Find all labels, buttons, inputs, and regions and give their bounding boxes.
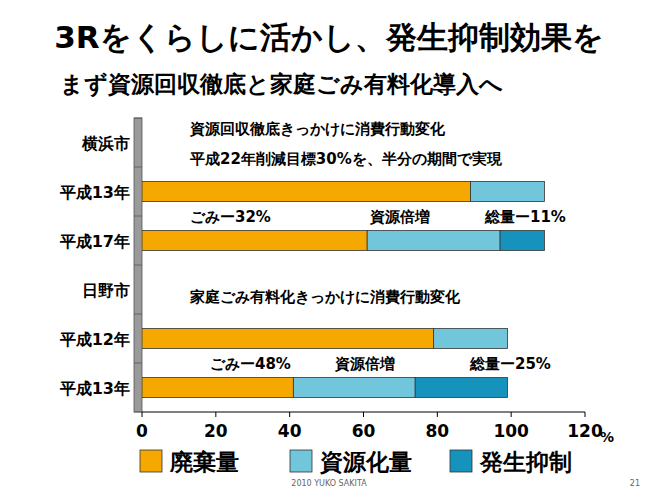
annotation: ごみー48% [210,355,291,373]
wall-tick [134,363,142,364]
x-tick [142,412,143,417]
category-label: 平成13年 [59,183,130,202]
annotation: 総量ー25% [469,355,551,373]
subtitle: まず資源回収徹底と家庭ごみ有料化導入へ [60,71,503,98]
wall-tick [134,412,142,413]
annotation: ごみー32% [190,208,271,226]
legend-label: 発生抑制 [479,449,572,475]
x-tick [585,412,586,417]
bar [367,231,500,251]
wall [134,118,142,412]
x-tick-label: 100 [493,421,529,441]
annotation: 家庭ごみ有料化きっかけに消費行動変化 [189,288,461,306]
annotation: 資源倍増 [369,208,430,226]
x-tick [215,412,216,417]
bar [500,231,544,251]
bar [142,182,471,202]
wall-tick [134,314,142,315]
title: 3Rをくらしに活かし、発生抑制効果を [54,19,603,55]
page-number: 21 [630,479,640,488]
annotation: 平成22年削減目標30%を、半分の期間で実現 [189,150,503,168]
category-label: 平成13年 [59,379,130,398]
footer-credit: 2010 YUKO SAKITA [291,479,367,488]
x-tick [437,412,438,417]
x-tick [511,412,512,417]
x-tick-label: 0 [136,421,148,441]
x-tick-label: 40 [278,421,302,441]
annotation: 資源倍増 [334,355,395,373]
x-tick-label: 20 [204,421,228,441]
bar [293,378,415,398]
category-label: 日野市 [82,281,130,300]
category-label: 平成17年 [59,232,130,251]
bar [471,182,545,202]
legend-swatch [140,450,162,472]
wall-tick [134,167,142,168]
bar [415,378,507,398]
wall-tick [134,216,142,217]
x-tick-label: 80 [425,421,449,441]
chart: 3Rをくらしに活かし、発生抑制効果をまず資源回収徹底と家庭ごみ有料化導入へ 0 20… [0,0,659,494]
legend-swatch [290,450,312,472]
wall-tick [134,118,142,119]
legend-label: 資源化量 [319,449,412,475]
category-label: 横浜市 [81,134,130,153]
x-axis-label: % [600,429,614,445]
annotation: 総量ー11% [484,208,566,226]
annotation: 資源回収徹底きっかけに消費行動変化 [189,120,446,138]
x-tick [289,412,290,417]
x-tick [363,412,364,417]
x-tick-label: 60 [352,421,376,441]
x-tick-label: 120 [567,421,603,441]
wall-tick [134,265,142,266]
legend-swatch [450,450,472,472]
bar [142,329,434,349]
legend-label: 廃棄量 [169,449,239,475]
category-label: 平成12年 [59,330,130,349]
bar [142,231,367,251]
bar [434,329,508,349]
bar [142,378,293,398]
